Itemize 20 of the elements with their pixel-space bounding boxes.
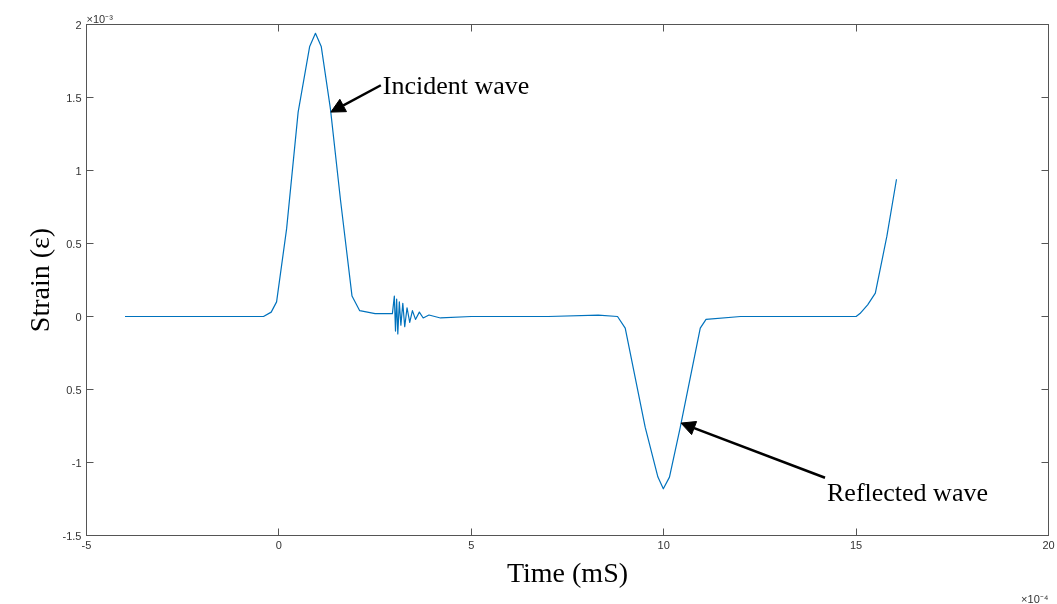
y-tick-label: 0.5: [66, 383, 82, 396]
x-tick-label: 0: [275, 538, 282, 551]
x-axis-title: Time (mS): [506, 556, 629, 588]
x-tick-label: 5: [468, 538, 475, 551]
x-tick-label: 10: [657, 538, 670, 551]
text: ×10⁻⁴: [1021, 592, 1049, 604]
y-axis-title: Strain (ε): [23, 227, 55, 333]
y-tick-label: 1: [75, 164, 82, 177]
x-tick-label: 20: [1042, 538, 1055, 551]
x-tick-label: 15: [849, 538, 863, 551]
y-tick-label: 0: [75, 310, 82, 323]
annotation: ×10⁻³: [86, 12, 114, 25]
x-tick-label: -5: [81, 538, 92, 551]
annotation: Reflected wave: [827, 477, 988, 507]
y-tick-label: 2: [75, 18, 82, 31]
y-tick-label: 0.5: [66, 237, 82, 250]
y-tick-label: -1: [71, 456, 82, 469]
annotation: Incident wave: [382, 70, 530, 100]
y-tick-label: 1.5: [66, 91, 82, 104]
y-tick-label: -1.5: [62, 529, 82, 542]
